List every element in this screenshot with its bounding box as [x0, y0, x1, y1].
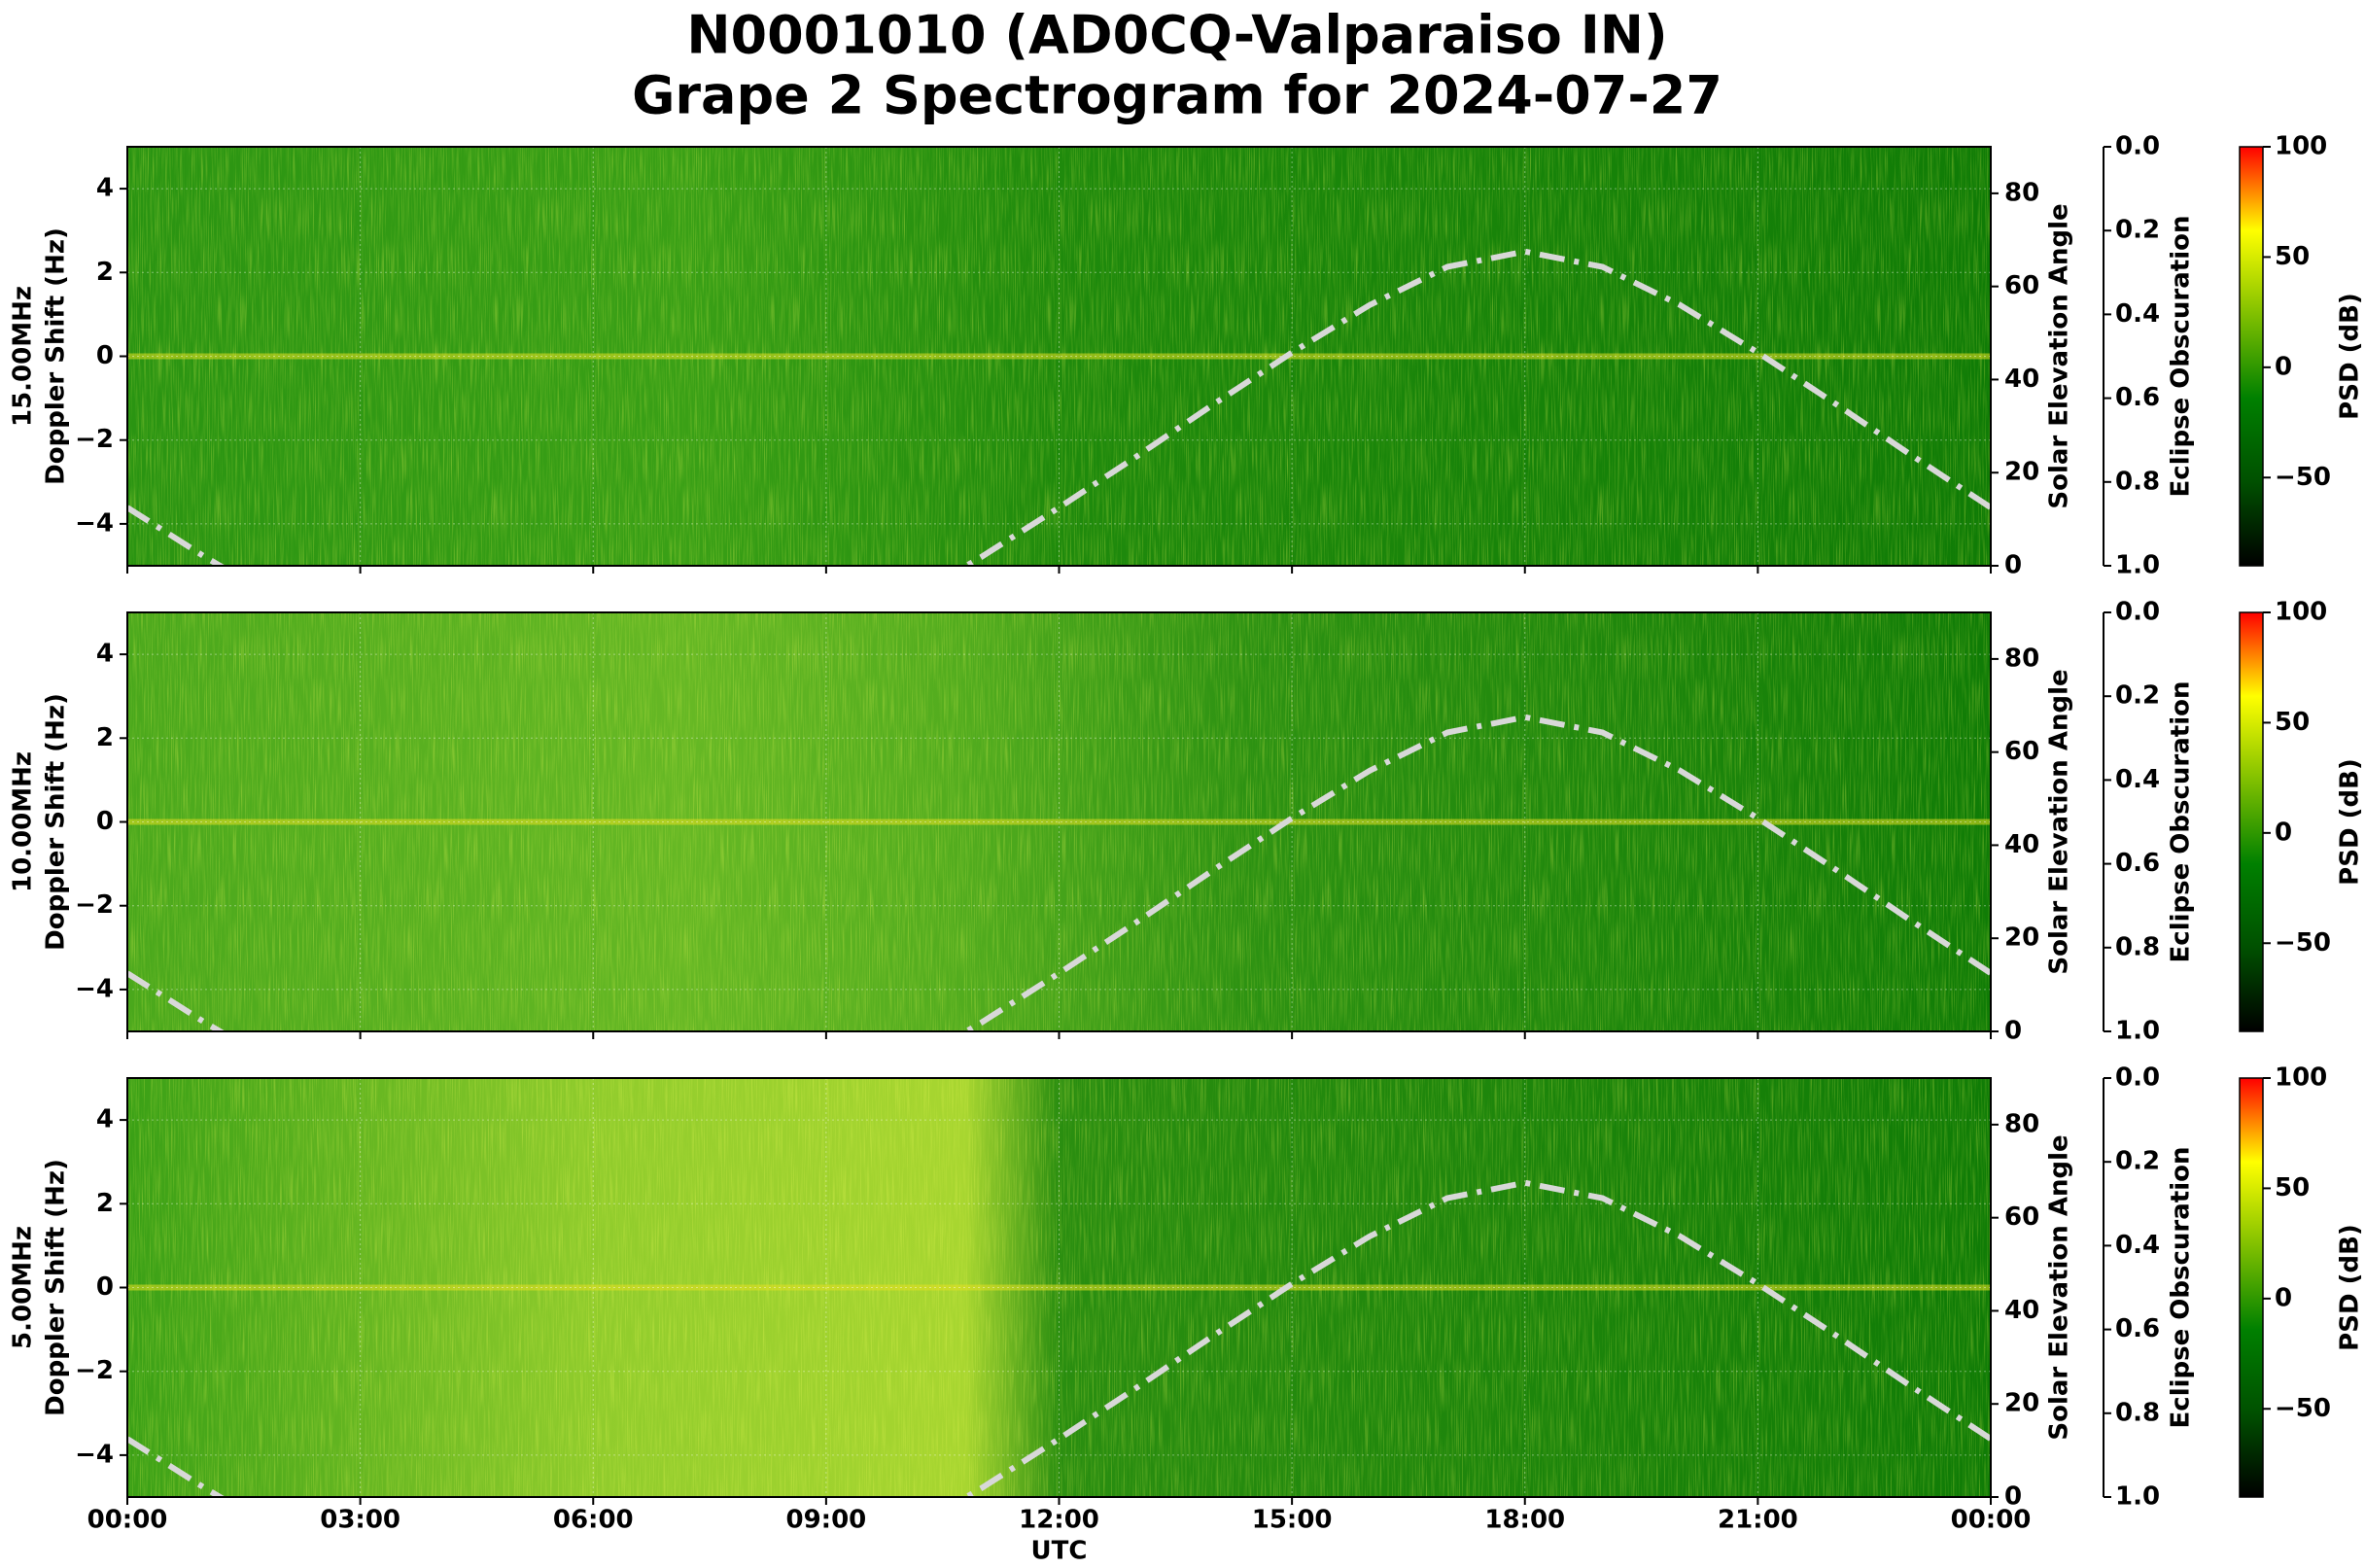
y2-axis-label: Solar Elevation Angle — [2045, 669, 2074, 974]
colorbar-tick-label: 50 — [2275, 242, 2310, 271]
y2-tick-label: 20 — [2004, 458, 2039, 487]
x-tick-label: 18:00 — [1484, 1506, 1565, 1535]
y2-axis-label: Solar Elevation Angle — [2045, 1134, 2074, 1440]
y2-tick-label: 60 — [2004, 271, 2039, 300]
eclipse-axis-label: Eclipse Obscuration — [2167, 1147, 2196, 1429]
eclipse-tick-label: 0.4 — [2115, 1231, 2160, 1260]
colorbar-tick-label: 0 — [2275, 1283, 2292, 1312]
y2-tick-label: 40 — [2004, 365, 2039, 394]
colorbar-tick-label: 0 — [2275, 818, 2292, 847]
y-tick-label: 4 — [96, 174, 114, 203]
y-tick-label: −2 — [75, 890, 114, 920]
y-axis-label: Doppler Shift (Hz) — [42, 1159, 71, 1416]
y-tick-label: 2 — [96, 1189, 114, 1218]
eclipse-tick-label: 0.6 — [2115, 1314, 2160, 1343]
colorbar-tick-label: −50 — [2275, 1394, 2331, 1423]
y-tick-label: 0 — [96, 807, 114, 836]
y-tick-label: 2 — [96, 258, 114, 287]
y2-tick-label: 80 — [2004, 1109, 2039, 1138]
y-axis-label: Doppler Shift (Hz) — [42, 693, 71, 951]
y2-axis-label: Solar Elevation Angle — [2045, 203, 2074, 508]
y2-tick-label: 20 — [2004, 923, 2039, 953]
x-tick-label: 00:00 — [87, 1506, 168, 1535]
colorbar-tick-label: 0 — [2275, 352, 2292, 381]
eclipse-tick-label: 0.8 — [2115, 1398, 2160, 1427]
chart-title: Grape 2 Spectrogram for 2024-07-27 — [632, 65, 1722, 126]
y-tick-label: −4 — [75, 508, 114, 538]
x-axis-label: UTC — [1031, 1537, 1088, 1566]
y2-tick-label: 80 — [2004, 178, 2039, 207]
eclipse-tick-label: 0.0 — [2115, 598, 2160, 627]
y-axis-label: 15.00MHz — [9, 286, 38, 427]
carrier-band — [127, 1284, 1991, 1291]
x-tick-label: 09:00 — [785, 1506, 866, 1535]
eclipse-tick-label: 0.4 — [2115, 299, 2160, 329]
eclipse-tick-label: 0.2 — [2115, 681, 2160, 711]
eclipse-tick-label: 0.0 — [2115, 1063, 2160, 1093]
colorbar — [2239, 1077, 2264, 1498]
y2-tick-label: 60 — [2004, 1202, 2039, 1232]
y-axis-label: 10.00MHz — [9, 751, 38, 892]
y-tick-label: 0 — [96, 1272, 114, 1302]
eclipse-tick-label: 0.2 — [2115, 216, 2160, 245]
eclipse-tick-label: 0.0 — [2115, 132, 2160, 161]
y-tick-label: 4 — [96, 640, 114, 669]
y-tick-label: −2 — [75, 425, 114, 454]
eclipse-tick-label: 0.6 — [2115, 849, 2160, 878]
y2-tick-label: 0 — [2004, 1017, 2022, 1046]
colorbar-label: PSD (dB) — [2336, 1224, 2365, 1351]
x-tick-label: 00:00 — [1951, 1506, 2032, 1535]
colorbar-tick-label: 100 — [2275, 598, 2327, 627]
colorbar-tick-label: 50 — [2275, 708, 2310, 737]
colorbar — [2239, 146, 2264, 567]
carrier-band — [127, 353, 1991, 360]
eclipse-tick-label: 0.8 — [2115, 467, 2160, 496]
chart-title: N0001010 (AD0CQ-Valparaiso IN) — [686, 5, 1667, 66]
x-tick-label: 03:00 — [320, 1506, 400, 1535]
colorbar-tick-label: −50 — [2275, 463, 2331, 492]
solar-elevation-line — [127, 714, 1991, 1031]
y2-tick-label: 60 — [2004, 737, 2039, 766]
colorbar-tick-label: 50 — [2275, 1173, 2310, 1202]
eclipse-tick-label: 1.0 — [2115, 551, 2160, 580]
eclipse-axis-label: Eclipse Obscuration — [2167, 681, 2196, 963]
y2-tick-label: 0 — [2004, 551, 2022, 580]
colorbar-tick-label: 100 — [2275, 132, 2327, 161]
colorbar-tick-label: 100 — [2275, 1063, 2327, 1093]
y2-tick-label: 20 — [2004, 1389, 2039, 1418]
y2-tick-label: 80 — [2004, 644, 2039, 673]
eclipse-tick-label: 1.0 — [2115, 1482, 2160, 1512]
carrier-band — [127, 819, 1991, 825]
y2-tick-label: 0 — [2004, 1482, 2022, 1512]
eclipse-tick-label: 1.0 — [2115, 1017, 2160, 1046]
y-axis-label: 5.00MHz — [9, 1226, 38, 1349]
x-tick-label: 21:00 — [1718, 1506, 1798, 1535]
eclipse-tick-label: 0.2 — [2115, 1147, 2160, 1176]
y-axis-label: Doppler Shift (Hz) — [42, 227, 71, 485]
solar-elevation-line — [127, 248, 1991, 566]
colorbar-tick-label: −50 — [2275, 928, 2331, 958]
y-tick-label: 4 — [96, 1105, 114, 1134]
colorbar-label: PSD (dB) — [2336, 758, 2365, 886]
eclipse-axis-label: Eclipse Obscuration — [2167, 216, 2196, 498]
colorbar — [2239, 611, 2264, 1032]
y-tick-label: 2 — [96, 723, 114, 752]
x-tick-label: 15:00 — [1252, 1506, 1333, 1535]
x-tick-label: 06:00 — [553, 1506, 634, 1535]
y2-tick-label: 40 — [2004, 830, 2039, 859]
x-tick-label: 12:00 — [1019, 1506, 1099, 1535]
y2-tick-label: 40 — [2004, 1296, 2039, 1325]
eclipse-tick-label: 0.4 — [2115, 765, 2160, 794]
eclipse-tick-label: 0.8 — [2115, 932, 2160, 961]
solar-elevation-line — [127, 1179, 1991, 1497]
eclipse-tick-label: 0.6 — [2115, 383, 2160, 412]
y-tick-label: −4 — [75, 1440, 114, 1469]
y-tick-label: 0 — [96, 341, 114, 370]
colorbar-label: PSD (dB) — [2336, 293, 2365, 420]
y-tick-label: −4 — [75, 974, 114, 1003]
y-tick-label: −2 — [75, 1356, 114, 1385]
